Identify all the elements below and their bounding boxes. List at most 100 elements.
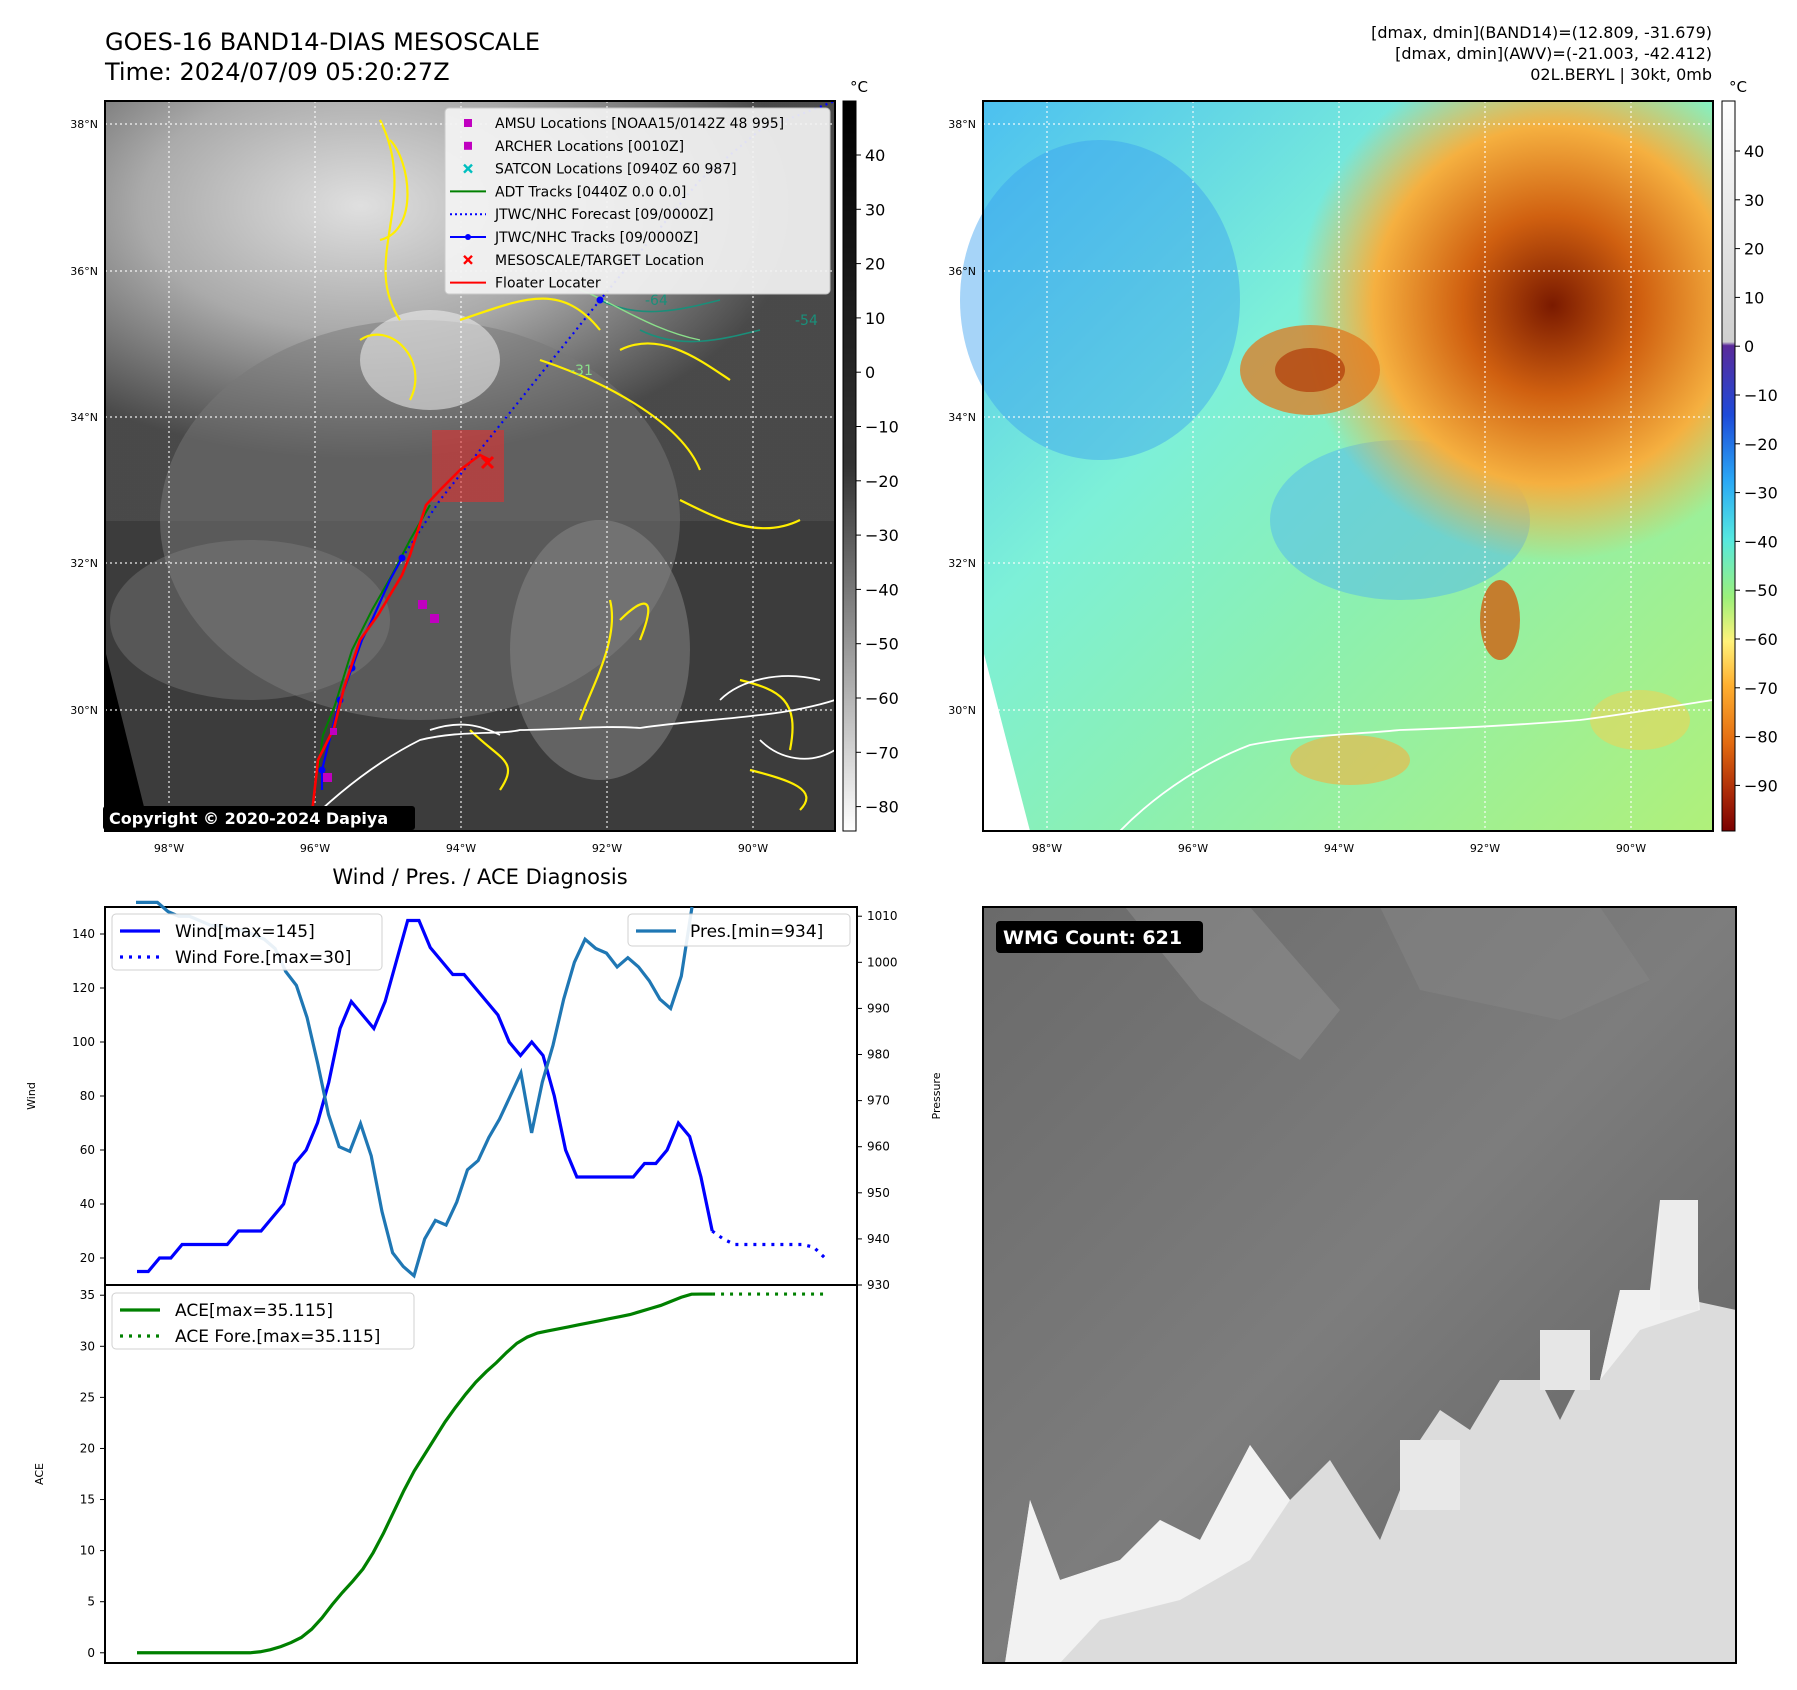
contour-label-64: -64 bbox=[645, 293, 668, 309]
wind-legend-label: Wind[max=145] bbox=[175, 922, 315, 942]
colorbar-tick-label: 20 bbox=[865, 255, 885, 274]
legend-marker-x bbox=[463, 163, 473, 174]
colorbar-tick-label: −70 bbox=[865, 743, 899, 762]
wind-legend-box bbox=[111, 913, 383, 971]
pressure-legend-label: Pres.[min=934] bbox=[690, 922, 823, 942]
color-colorbar: °C 40 30 20 10 0 −10 −20 −30 −40 −50 −60 −70 −80 −90 bbox=[1721, 78, 1778, 832]
colorbar-tick-label: 30 bbox=[865, 200, 885, 219]
colorbar-tick-label: 40 bbox=[1744, 142, 1764, 161]
map-legend: AMSU Locations [NOAA15/0142Z 48 995] ARCH… bbox=[444, 107, 831, 295]
lat-label: 36°N bbox=[70, 265, 98, 278]
copyright: Copyright © 2020-2024 Dapiya bbox=[109, 809, 388, 828]
lat-label: 30°N bbox=[70, 704, 98, 717]
legend-entry: Floater Locater bbox=[450, 276, 601, 292]
ace-axis-tick-label: 5 bbox=[87, 1595, 95, 1609]
gray-colorbar-unit: °C bbox=[850, 78, 868, 96]
pressure-axis-tick-label: 1010 bbox=[867, 909, 898, 923]
colorbar-tick-label: 30 bbox=[1744, 191, 1764, 210]
pressure-legend: Pres.[min=934] bbox=[627, 913, 851, 947]
wind-series-line bbox=[137, 918, 714, 1274]
lat-label: 34°N bbox=[70, 411, 98, 424]
ace-axis-tick-label: 0 bbox=[87, 1646, 95, 1660]
lon-label: 98°W bbox=[154, 842, 184, 855]
ace-forecast-legend-label: ACE Fore.[max=35.115] bbox=[175, 1327, 380, 1347]
awv-map-panel: 38°N 36°N 34°N 32°N 30°N 98°W 96°W 94°W 92°W 90°… bbox=[948, 100, 1714, 855]
wind-axis-tick-label: 40 bbox=[80, 1197, 95, 1211]
wind-axis-tick-label: 80 bbox=[80, 1089, 95, 1103]
legend-marker-square bbox=[464, 119, 472, 127]
ace-legend: ACE[max=35.115] ACE Fore.[max=35.115] bbox=[111, 1292, 415, 1350]
legend-label: Floater Locater bbox=[495, 276, 601, 292]
colorbar-tick-label: −60 bbox=[1744, 630, 1778, 649]
lat-label: 36°N bbox=[948, 265, 976, 278]
contour-label-54: -54 bbox=[795, 313, 818, 329]
legend-label: AMSU Locations [NOAA15/0142Z 48 995] bbox=[495, 116, 784, 132]
contour-label-31: -31 bbox=[570, 363, 593, 379]
pressure-axis-tick-label: 990 bbox=[867, 1001, 890, 1015]
dmax-awv: [dmax, dmin](AWV)=(-21.003, -42.412) bbox=[1395, 44, 1712, 63]
pressure-axis-tick-label: 940 bbox=[867, 1232, 890, 1246]
colorbar-tick-label: 40 bbox=[865, 146, 885, 165]
ace-axis-tick-label: 25 bbox=[80, 1390, 95, 1404]
colorbar-tick-label: −80 bbox=[1744, 728, 1778, 747]
legend-marker-x bbox=[463, 254, 473, 265]
legend-marker-square bbox=[464, 141, 472, 150]
legend-entry: SATCON Locations [0940Z 60 987] bbox=[463, 162, 737, 178]
lat-label: 34°N bbox=[948, 411, 976, 424]
legend-label: JTWC/NHC Forecast [09/0000Z] bbox=[494, 207, 714, 223]
lat-label: 32°N bbox=[948, 557, 976, 570]
amsu-archer-markers bbox=[323, 600, 439, 782]
pressure-axis-tick-label: 960 bbox=[867, 1140, 890, 1154]
pressure-axis-tick-label: 1000 bbox=[867, 955, 898, 969]
wind-forecast-legend-label: Wind Fore.[max=30] bbox=[175, 948, 351, 968]
gray-colorbar: °C 40 30 20 10 0 −10 −20 −30 −40 −50 −60 −70 −80 bbox=[842, 78, 899, 832]
pressure-legend-box bbox=[627, 913, 851, 947]
wind-pressure-chart: 20 40 60 80 100 120 140 930 940 950 960 970 980 990 10… bbox=[25, 900, 943, 1292]
wind-axis-tick-label: 20 bbox=[80, 1251, 95, 1265]
colorbar-tick-label: −30 bbox=[1744, 484, 1778, 503]
figure-time: Time: 2024/07/09 05:20:27Z bbox=[104, 58, 450, 86]
colorbar-tick-label: −20 bbox=[865, 472, 899, 491]
lon-label: 98°W bbox=[1032, 842, 1062, 855]
color-colorbar-unit: °C bbox=[1729, 78, 1747, 96]
ace-axis-tick-label: 30 bbox=[80, 1339, 95, 1353]
colorbar-tick-label: −10 bbox=[1744, 386, 1778, 405]
wind-axis-tick-label: 60 bbox=[80, 1143, 95, 1157]
colorbar-tick-label: −40 bbox=[865, 580, 899, 599]
ace-axis-label: ACE bbox=[33, 1463, 46, 1485]
wmg-panel: WMG Count: 621 bbox=[982, 906, 1737, 1664]
colorbar-tick-label: −90 bbox=[1744, 776, 1778, 795]
colorbar-tick-label: −50 bbox=[865, 635, 899, 654]
colorbar-tick-label: −10 bbox=[865, 418, 899, 437]
colorbar-tick-label: −80 bbox=[865, 798, 899, 817]
lon-label: 96°W bbox=[1178, 842, 1208, 855]
colorbar-tick-label: −30 bbox=[865, 526, 899, 545]
ace-legend-label: ACE[max=35.115] bbox=[175, 1301, 333, 1321]
ace-axis-tick-label: 10 bbox=[80, 1544, 95, 1558]
lon-label: 90°W bbox=[738, 842, 768, 855]
colorbar-tick-label: −40 bbox=[1744, 532, 1778, 551]
lon-label: 90°W bbox=[1616, 842, 1646, 855]
lon-label: 96°W bbox=[300, 842, 330, 855]
legend-entry: JTWC/NHC Forecast [09/0000Z] bbox=[450, 207, 714, 223]
colorbar-tick-label: −50 bbox=[1744, 581, 1778, 600]
ace-legend-box bbox=[111, 1292, 415, 1350]
legend-label: MESOSCALE/TARGET Location bbox=[495, 253, 704, 269]
diagnosis-title: Wind / Pres. / ACE Diagnosis bbox=[332, 865, 627, 889]
floater-box bbox=[432, 430, 504, 502]
pressure-axis-tick-label: 970 bbox=[867, 1094, 890, 1108]
ir-map-panel: -64 -54 -31 bbox=[70, 99, 836, 855]
colorbar-tick-label: −70 bbox=[1744, 679, 1778, 698]
pressure-axis-tick-label: 950 bbox=[867, 1186, 890, 1200]
wind-legend: Wind[max=145] Wind Fore.[max=30] bbox=[111, 913, 383, 971]
wind-axis-tick-label: 120 bbox=[72, 981, 95, 995]
wind-axis-label: Wind bbox=[25, 1082, 38, 1110]
lon-label: 94°W bbox=[1324, 842, 1354, 855]
colorbar-tick-label: −20 bbox=[1744, 435, 1778, 454]
pressure-axis-tick-label: 980 bbox=[867, 1048, 890, 1062]
colorbar-tick-label: 0 bbox=[1744, 337, 1754, 356]
wind-axis-tick-label: 140 bbox=[72, 927, 95, 941]
colorbar-tick-label: 0 bbox=[865, 363, 875, 382]
colorbar-tick-label: 20 bbox=[1744, 240, 1764, 259]
